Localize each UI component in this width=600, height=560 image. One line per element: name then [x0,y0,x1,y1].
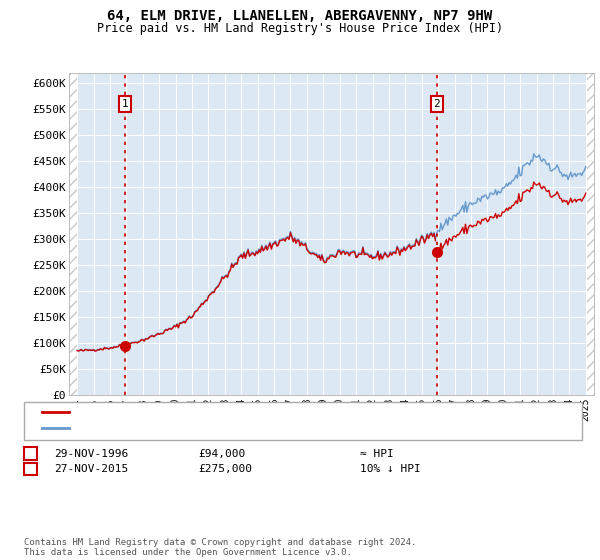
Text: 10% ↓ HPI: 10% ↓ HPI [360,464,421,474]
Text: Contains HM Land Registry data © Crown copyright and database right 2024.
This d: Contains HM Land Registry data © Crown c… [24,538,416,557]
Text: 2: 2 [27,464,34,474]
Text: 29-NOV-1996: 29-NOV-1996 [54,449,128,459]
Bar [587,73,594,395]
Text: HPI: Average price, detached house, Monmouthshire: HPI: Average price, detached house, Monm… [75,423,381,433]
Text: 64, ELM DRIVE, LLANELLEN, ABERGAVENNY, NP7 9HW (detached house): 64, ELM DRIVE, LLANELLEN, ABERGAVENNY, N… [75,407,469,417]
Text: £275,000: £275,000 [198,464,252,474]
Text: £94,000: £94,000 [198,449,245,459]
Bar [69,73,77,395]
Text: ≈ HPI: ≈ HPI [360,449,394,459]
Text: 2: 2 [433,99,440,109]
Text: 27-NOV-2015: 27-NOV-2015 [54,464,128,474]
Text: 1: 1 [122,99,128,109]
Text: Price paid vs. HM Land Registry's House Price Index (HPI): Price paid vs. HM Land Registry's House … [97,22,503,35]
Text: 64, ELM DRIVE, LLANELLEN, ABERGAVENNY, NP7 9HW: 64, ELM DRIVE, LLANELLEN, ABERGAVENNY, N… [107,9,493,23]
Text: 1: 1 [27,449,34,459]
